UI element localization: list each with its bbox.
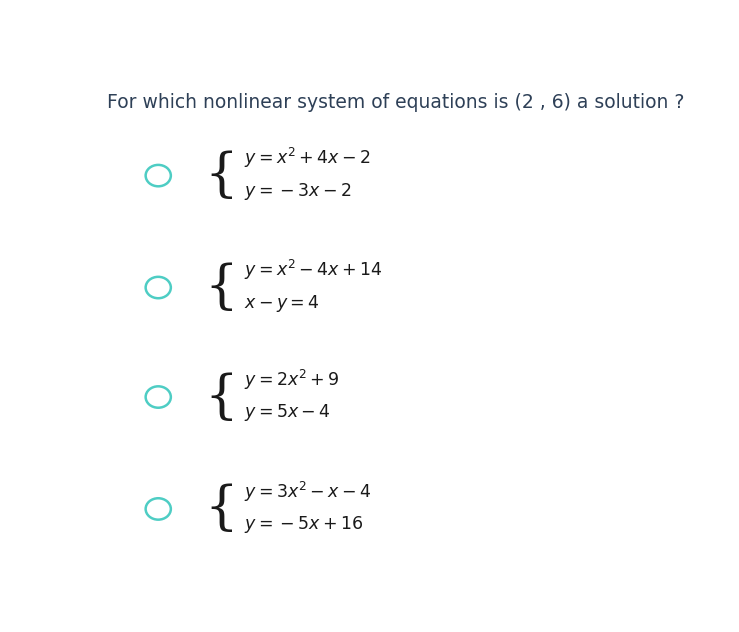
Text: $y = x^2 + 4x - 2$: $y = x^2 + 4x - 2$ xyxy=(244,146,371,171)
Text: For which nonlinear system of equations is (2 , 6) a solution ?: For which nonlinear system of equations … xyxy=(106,93,684,112)
Text: $y = 3x^2 - x - 4$: $y = 3x^2 - x - 4$ xyxy=(244,480,372,504)
Text: $y = 2x^2 + 9$: $y = 2x^2 + 9$ xyxy=(244,368,340,392)
Text: $y = -3x - 2$: $y = -3x - 2$ xyxy=(244,181,352,202)
Text: {: { xyxy=(205,483,238,535)
Text: {: { xyxy=(205,150,238,201)
Text: $y = 5x - 4$: $y = 5x - 4$ xyxy=(244,403,331,423)
Text: {: { xyxy=(205,372,238,423)
Text: {: { xyxy=(205,262,238,313)
Text: $y = -5x + 16$: $y = -5x + 16$ xyxy=(244,514,364,535)
Text: $x - y = 4$: $x - y = 4$ xyxy=(244,293,320,314)
Text: $y = x^2 - 4x + 14$: $y = x^2 - 4x + 14$ xyxy=(244,258,383,283)
